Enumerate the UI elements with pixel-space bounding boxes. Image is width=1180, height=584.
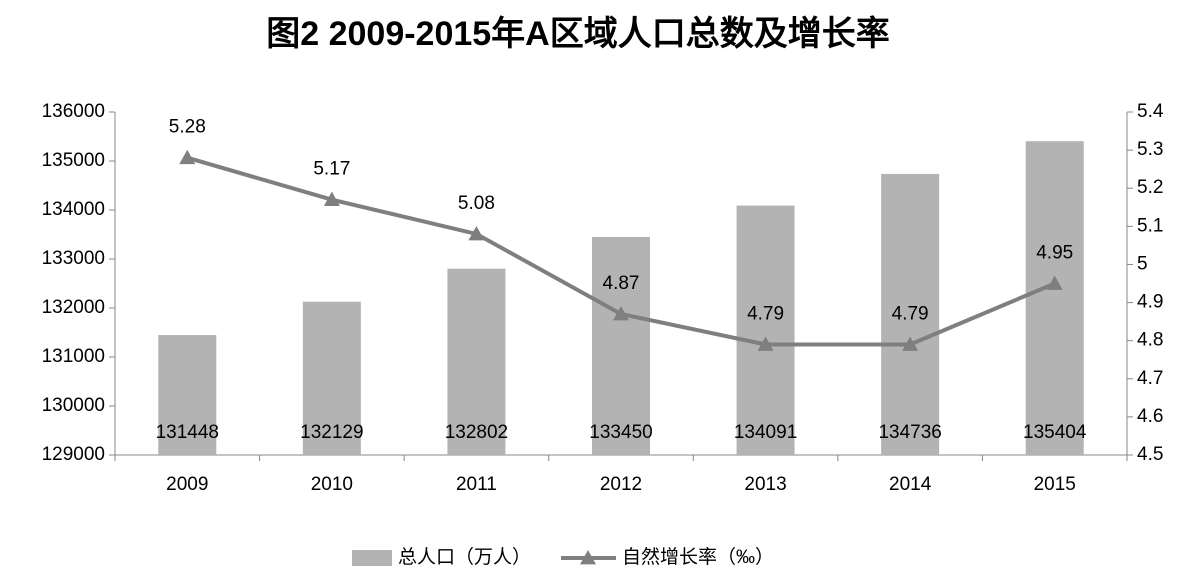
y2-tick-label: 5 <box>1137 253 1148 274</box>
bar-value-label: 134736 <box>878 422 941 443</box>
legend-swatch <box>580 550 597 565</box>
line-value-label: 4.87 <box>603 273 640 294</box>
bar-value-label: 134091 <box>734 422 797 443</box>
x-tick-label: 2011 <box>456 474 497 495</box>
bar-value-label: 133450 <box>589 422 652 443</box>
x-tick-label: 2015 <box>1034 474 1076 495</box>
bar <box>302 301 361 455</box>
x-tick-label: 2014 <box>889 474 932 495</box>
y2-tick-label: 4.8 <box>1137 330 1163 351</box>
line-marker <box>179 149 196 165</box>
bar <box>158 335 217 455</box>
x-tick-label: 2010 <box>311 474 353 495</box>
y2-tick-label: 5.2 <box>1137 177 1163 198</box>
y2-tick-label: 4.6 <box>1137 406 1163 427</box>
line-value-label: 4.79 <box>747 303 784 324</box>
y-tick-label: 132000 <box>42 297 105 318</box>
y-tick-label: 135000 <box>42 150 105 171</box>
y-tick-label: 130000 <box>42 395 105 416</box>
bar <box>592 236 650 455</box>
bar-value-label: 132129 <box>300 422 363 443</box>
line-value-label: 4.95 <box>1036 243 1073 264</box>
line-value-label: 5.17 <box>313 159 350 180</box>
y2-tick-label: 4.9 <box>1137 292 1163 313</box>
y2-tick-label: 5.1 <box>1137 215 1163 236</box>
legend-label: 总人口（万人） <box>398 546 531 568</box>
y-tick-label: 131000 <box>42 346 105 367</box>
y-tick-label: 129000 <box>42 444 105 465</box>
bar-value-label: 131448 <box>156 422 219 443</box>
y2-tick-label: 5.4 <box>1137 101 1164 122</box>
line-value-label: 5.08 <box>458 193 495 214</box>
bar <box>881 173 940 455</box>
x-tick-label: 2012 <box>600 474 642 495</box>
x-tick-label: 2013 <box>744 474 786 495</box>
bar-value-label: 132802 <box>445 422 508 443</box>
line-marker <box>323 191 340 207</box>
y2-tick-label: 5.3 <box>1137 139 1163 160</box>
line-value-label: 4.79 <box>892 303 929 324</box>
bar <box>1025 141 1084 456</box>
y-tick-label: 134000 <box>42 199 105 220</box>
bar <box>736 205 795 455</box>
legend-swatch <box>352 550 392 566</box>
legend-label: 自然增长率（‰） <box>622 546 774 568</box>
bar-value-label: 135404 <box>1023 422 1087 443</box>
line-marker <box>757 336 774 351</box>
y2-tick-label: 4.5 <box>1137 444 1163 465</box>
y-tick-label: 136000 <box>42 101 105 122</box>
x-tick-label: 2009 <box>166 474 208 495</box>
bar <box>447 268 506 455</box>
y2-tick-label: 4.7 <box>1137 368 1163 389</box>
line-marker <box>468 225 485 241</box>
chart-title: 图2 2009-2015年A区域人口总数及增长率 <box>266 15 890 53</box>
y-tick-label: 133000 <box>42 248 105 269</box>
line-marker <box>1046 275 1063 290</box>
line-value-label: 5.28 <box>169 117 206 138</box>
line-marker <box>613 305 629 321</box>
line-marker <box>902 336 919 351</box>
